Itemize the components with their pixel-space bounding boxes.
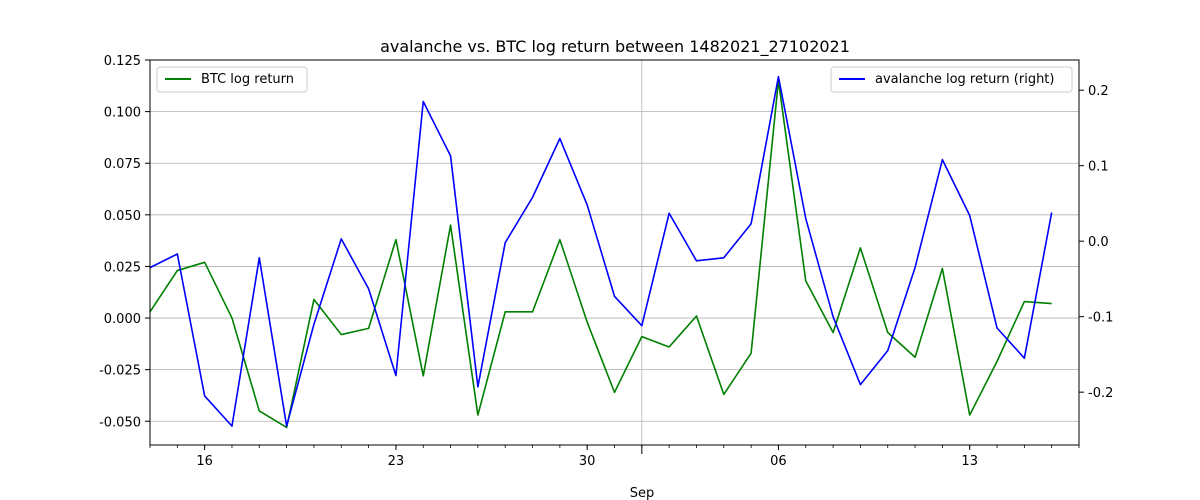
y-left-tick-label: 0.100 (104, 106, 141, 121)
y-right-tick-label: 0.0 (1088, 235, 1109, 250)
legend-left: BTC log return (156, 66, 308, 93)
y-right-tick-label: -0.1 (1088, 311, 1113, 326)
y-right-tick-label: -0.2 (1088, 386, 1113, 401)
series-layer (149, 75, 1053, 429)
grid-layer (150, 59, 1079, 445)
x-tick-label: 06 (770, 454, 787, 469)
y-left-tick-label: -0.025 (99, 364, 141, 379)
y-left-tick-label: -0.050 (99, 415, 141, 430)
y-left-tick-label: 0.025 (104, 260, 141, 275)
avalanche-log-return-line (149, 75, 1053, 427)
y-left-tick-label: 0.125 (104, 54, 141, 69)
x-axis-label: Sep (630, 486, 655, 500)
legend-right: avalanche log return (right) (830, 66, 1073, 93)
legend-right-box (830, 66, 1073, 93)
y-left-tick-label: 0.075 (104, 157, 141, 172)
x-tick-label: 30 (579, 454, 596, 469)
x-tick-label: 23 (388, 454, 405, 469)
btc-log-return-line (149, 79, 1052, 429)
x-tick-label: 16 (196, 454, 213, 469)
x-tick-label: 13 (961, 454, 978, 469)
y-right-tick-label: 0.1 (1088, 160, 1109, 175)
legend-left-label: BTC log return (201, 72, 294, 87)
y-right-tick-label: 0.2 (1088, 84, 1109, 99)
chart-title: avalanche vs. BTC log return between 148… (380, 37, 850, 57)
legend-left-box (156, 66, 308, 93)
plot-frame (149, 59, 1080, 446)
axes-layer: -0.050 -0.025 0.000 0.025 0.050 0.075 0.100 0.1… (99, 54, 1113, 469)
y-left-tick-label: 0.050 (104, 209, 141, 224)
legend-right-label: avalanche log return (right) (875, 72, 1054, 87)
y-left-tick-label: 0.000 (104, 312, 141, 327)
